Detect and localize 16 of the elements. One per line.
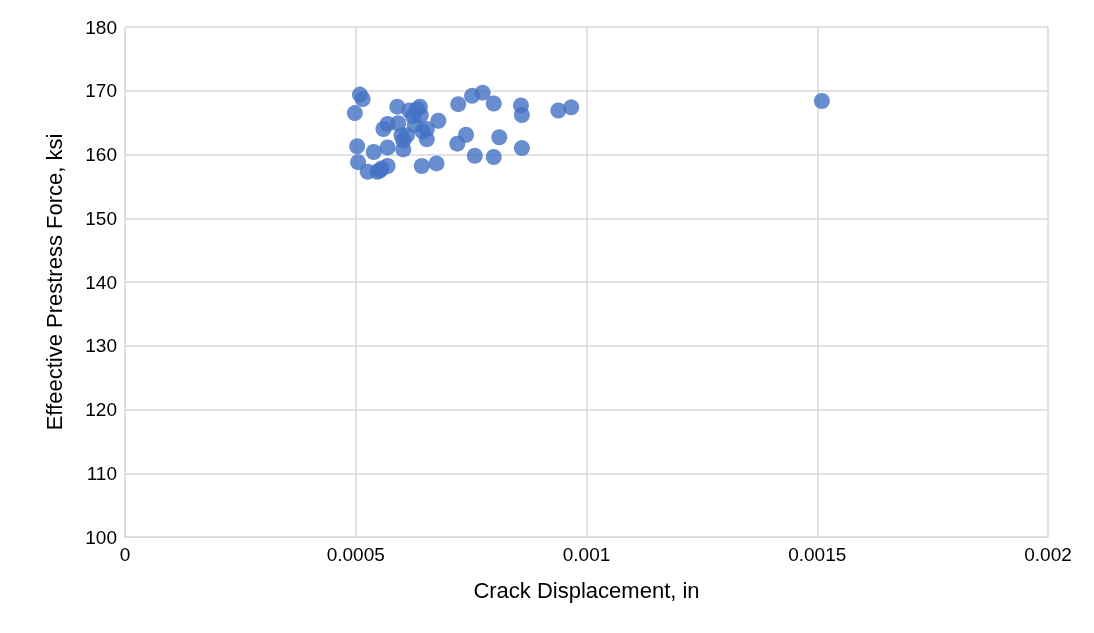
y-tick-label: 120 [85, 399, 117, 420]
x-tick-label: 0.0015 [788, 544, 847, 565]
y-tick-label: 180 [85, 16, 117, 38]
y-tick-label: 160 [85, 144, 117, 165]
y-tick-label: 170 [85, 80, 117, 102]
y-tick-label: 150 [85, 207, 117, 229]
y-tick-label: 140 [85, 271, 117, 293]
y-axis-title: Effeective Prestress Force, ksi [41, 133, 67, 431]
x-tick-label: 0 [119, 544, 131, 565]
y-tick-label: 130 [85, 335, 117, 357]
x-axis-title: Crack Displacement, in [473, 577, 700, 603]
x-tick-label: 0.001 [562, 544, 611, 565]
x-tick-label: 0.0005 [326, 544, 385, 565]
x-tick-label: 0.002 [1024, 544, 1072, 565]
y-tick-label: 110 [86, 462, 117, 484]
y-tick-label: 100 [85, 526, 117, 548]
